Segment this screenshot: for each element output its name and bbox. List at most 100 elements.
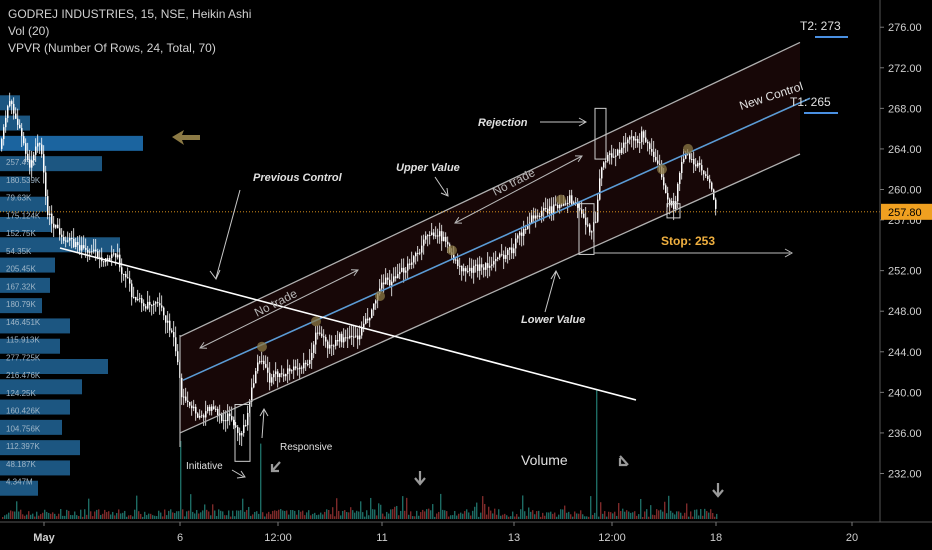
- candle-body: [433, 232, 435, 237]
- candle-body: [515, 238, 517, 249]
- candle-body: [273, 374, 275, 378]
- volume-bar: [420, 512, 422, 519]
- volume-bar: [384, 516, 386, 519]
- candle-body: [119, 254, 121, 268]
- volume-bar: [368, 515, 370, 519]
- candle-body: [425, 235, 427, 240]
- candle-body: [385, 277, 387, 285]
- volume-bar: [288, 514, 290, 519]
- volume-bar: [228, 510, 230, 519]
- candle-body: [239, 432, 241, 436]
- candle-body: [479, 264, 481, 271]
- volume-bar: [114, 515, 116, 519]
- candle-body: [279, 373, 281, 378]
- candle-body: [541, 210, 543, 217]
- volume-bar: [674, 514, 676, 519]
- volume-bar: [66, 509, 68, 519]
- volume-bar: [512, 511, 514, 519]
- candle-body: [493, 261, 495, 265]
- responsive-label: Responsive: [280, 442, 333, 453]
- vpvr-label: 180.539K: [6, 176, 41, 185]
- volume-bar: [232, 510, 234, 519]
- volume-down-arrow-icon: [414, 471, 426, 486]
- volume-bar: [198, 513, 200, 519]
- candle-body: [199, 415, 201, 418]
- volume-bar: [284, 510, 286, 519]
- vpvr-label: 48.187K: [6, 460, 36, 469]
- volume-bar: [216, 515, 218, 519]
- volume-bar: [234, 516, 236, 519]
- volume-bar: [342, 510, 344, 519]
- volume-bar: [464, 511, 466, 519]
- volume-bar: [536, 511, 538, 519]
- candle-body: [265, 364, 267, 368]
- volume-bar: [90, 511, 92, 519]
- vpvr-bar: [0, 217, 52, 232]
- candle-body: [117, 254, 119, 258]
- candle-body: [485, 263, 487, 270]
- volume-bar: [602, 513, 604, 519]
- candle-body: [81, 245, 83, 251]
- channel-lower-line: [179, 153, 801, 434]
- candle-body: [665, 185, 667, 194]
- volume-bar: [550, 511, 552, 519]
- candle-body: [509, 247, 511, 250]
- candle-body: [709, 179, 711, 183]
- candle-body: [521, 232, 523, 236]
- volume-bar: [338, 510, 340, 519]
- volume-bar: [656, 509, 658, 519]
- candle-body: [459, 265, 461, 267]
- volume-bar: [506, 515, 508, 519]
- volume-bar: [404, 510, 406, 519]
- volume-bar: [598, 516, 600, 519]
- volume-bar: [56, 516, 58, 519]
- volume-bar: [494, 508, 496, 519]
- volume-bar: [622, 508, 624, 519]
- volume-bar: [314, 512, 316, 519]
- candle-body: [287, 368, 289, 375]
- candle-body: [653, 151, 655, 157]
- volume-bar: [524, 511, 526, 519]
- volume-bar: [126, 516, 128, 519]
- volume-bar: [220, 510, 222, 519]
- volume-bar: [474, 506, 476, 519]
- volume-bar: [170, 509, 172, 519]
- volume-bar: [398, 515, 400, 519]
- candle-body: [589, 224, 591, 233]
- vpvr-bar: [0, 318, 70, 334]
- candle-body: [491, 264, 493, 266]
- candle-body: [365, 318, 367, 324]
- volume-bar: [520, 509, 522, 519]
- candle-body: [95, 249, 97, 252]
- candle-body: [19, 124, 21, 129]
- volume-bar: [32, 513, 34, 519]
- candle-body: [599, 178, 601, 200]
- volume-bar: [148, 513, 150, 519]
- candle-body: [463, 268, 465, 272]
- candle-body: [51, 213, 53, 224]
- volume-bar: [704, 508, 706, 519]
- volume-bar: [260, 443, 262, 519]
- volume-bar: [84, 509, 86, 519]
- volume-bar: [302, 510, 304, 519]
- time-tick-label: 6: [177, 532, 183, 544]
- candle-body: [13, 103, 15, 114]
- volume-bar: [6, 514, 8, 519]
- no-trade-upper-arrow-head: [574, 155, 583, 163]
- volume-bar: [176, 511, 178, 519]
- volume-bar: [30, 514, 32, 519]
- volume-bar: [350, 507, 352, 519]
- volume-bar: [138, 511, 140, 519]
- candle-body: [113, 253, 115, 255]
- candle-body: [399, 271, 401, 275]
- rejection-label: Rejection: [478, 117, 528, 129]
- retest-box: [666, 203, 681, 219]
- vpvr-bar: [0, 460, 70, 476]
- volume-bar: [374, 509, 376, 519]
- volume-bar: [416, 510, 418, 519]
- t1-label: T1: 265: [790, 95, 831, 109]
- candle-body: [503, 254, 505, 259]
- volume-bar: [588, 516, 590, 519]
- volume-bar: [470, 515, 472, 519]
